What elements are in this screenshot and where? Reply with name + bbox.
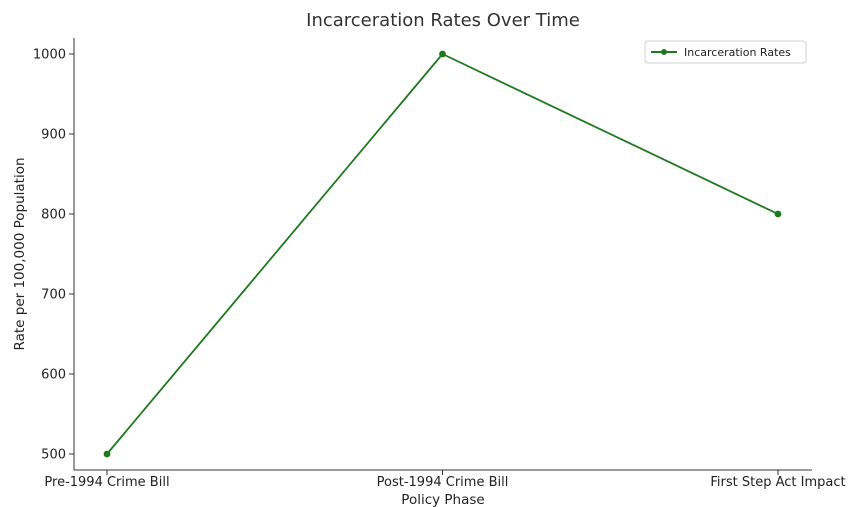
y-tick-label: 600 — [41, 368, 66, 383]
data-point — [774, 210, 782, 218]
y-axis-ticks: 500 600 700 800 900 1000 — [33, 48, 74, 463]
data-point — [103, 450, 111, 458]
y-tick-label: 500 — [41, 448, 66, 463]
x-tick-label: Post-1994 Crime Bill — [377, 475, 509, 490]
legend-label: Incarceration Rates — [684, 46, 791, 59]
legend: Incarceration Rates — [644, 40, 807, 64]
x-tick-label: Pre-1994 Crime Bill — [44, 475, 169, 490]
x-axis-label: Policy Phase — [401, 492, 484, 507]
y-tick-label: 800 — [41, 208, 66, 223]
y-tick-label: 700 — [41, 288, 66, 303]
legend-marker-swatch — [661, 49, 667, 55]
y-tick-label: 900 — [41, 128, 66, 143]
y-tick-label: 1000 — [33, 48, 66, 63]
x-tick-label: First Step Act Impact — [710, 475, 845, 490]
y-axis-label: Rate per 100,000 Population — [12, 157, 28, 350]
data-point — [439, 50, 446, 58]
series-layer — [103, 50, 782, 458]
x-axis-ticks: Pre-1994 Crime Bill Post-1994 Crime Bill F… — [44, 470, 846, 490]
chart-title: Incarceration Rates Over Time — [306, 10, 580, 31]
legend-box — [644, 40, 807, 64]
